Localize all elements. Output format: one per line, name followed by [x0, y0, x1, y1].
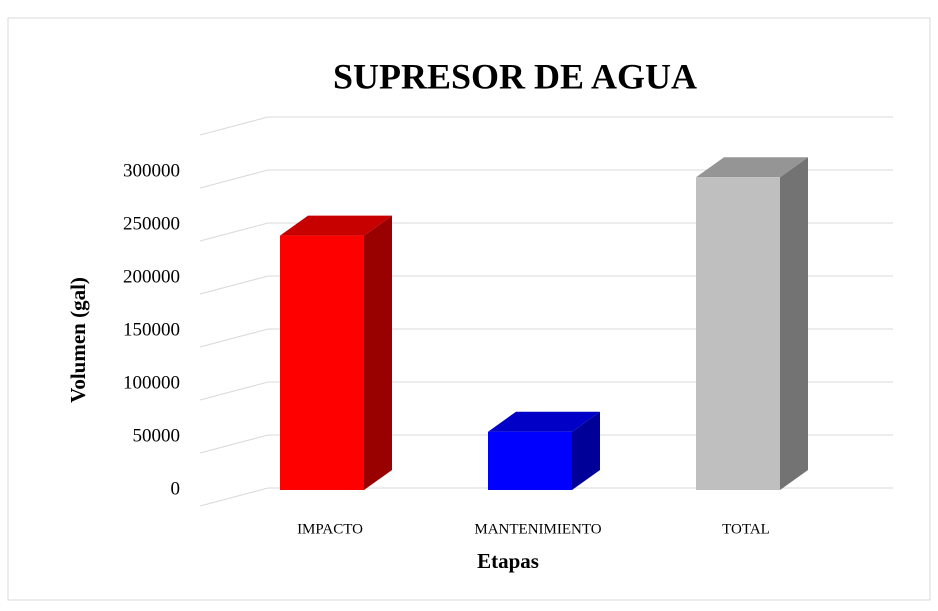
bar: [696, 177, 780, 491]
y-tick-label: 250000: [123, 213, 180, 234]
y-tick-label: 300000: [123, 160, 180, 181]
y-tick-label: 100000: [123, 372, 180, 393]
bar-side: [780, 157, 808, 491]
bar-side: [364, 215, 392, 490]
wall-edge: [199, 116, 269, 136]
bar: [280, 235, 364, 490]
grid-line: [199, 487, 269, 507]
bar-top: [280, 215, 392, 236]
chart-title: SUPRESOR DE AGUA: [333, 56, 697, 96]
bar: [488, 431, 572, 490]
grid-line: [199, 381, 269, 401]
y-tick-label: 150000: [123, 319, 180, 340]
grid-line: [199, 328, 269, 348]
grid-line: [199, 222, 269, 242]
x-tick-label: TOTAL: [722, 521, 770, 537]
y-axis-title: Volumen (gal): [66, 277, 90, 403]
grid-line: [199, 169, 269, 189]
grid-line: [199, 275, 269, 295]
bar-top: [488, 411, 600, 432]
y-tick-label: 0: [171, 478, 181, 499]
x-tick-label: MANTENIMIENTO: [474, 521, 601, 537]
bar-top: [696, 157, 808, 178]
bar-side: [572, 411, 600, 490]
y-tick-label: 50000: [133, 425, 181, 446]
x-tick-label: IMPACTO: [297, 521, 363, 537]
x-axis-title: Etapas: [477, 549, 539, 573]
grid-line: [199, 434, 269, 454]
y-tick-label: 200000: [123, 266, 180, 287]
